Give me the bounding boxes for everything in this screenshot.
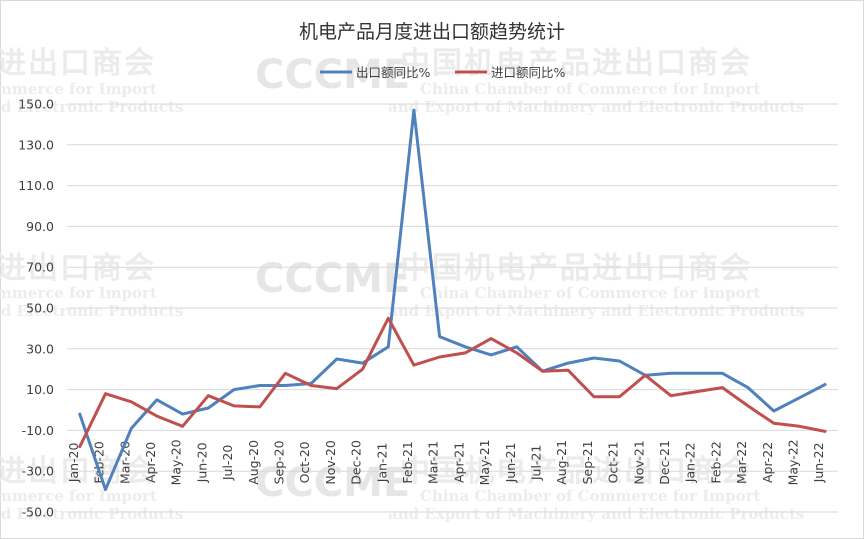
x-tick-label: Nov-21 [631,440,646,484]
x-tick-label: Sep-21 [580,440,595,484]
series-group [78,108,827,492]
y-tick-label: 110.0 [18,178,54,193]
y-tick-label: 130.0 [18,137,54,152]
legend: 出口额同比% 进口额同比% [320,65,566,80]
x-tick-label: Aug-20 [246,440,261,485]
x-tick-label: Oct-21 [606,441,621,483]
y-tick-label: 30.0 [26,341,54,356]
x-tick-label: Dec-21 [657,440,672,485]
y-tick-label: 70.0 [26,260,54,275]
chart-title: 机电产品月度进出口额趋势统计 [299,21,565,43]
x-tick-label: Jan-22 [683,443,698,484]
y-tick-label: -10.0 [22,423,54,438]
x-tick-label: Apr-22 [760,442,775,483]
x-tick-label: May-20 [169,439,184,485]
y-tick-label: 90.0 [26,219,54,234]
x-tick-label: Apr-21 [451,442,466,483]
y-tick-label: 50.0 [26,301,54,316]
legend-label: 出口额同比% [356,65,431,80]
x-tick-label: Feb-20 [92,441,107,484]
x-tick-label: May-21 [477,439,492,485]
x-tick-label: Mar-21 [426,441,441,484]
legend-label: 进口额同比% [491,65,566,80]
x-tick-label: Feb-21 [400,441,415,484]
y-axis: 150.0 130.0 110.0 90.0 70.0 50.0 30.0 10.0 -10.0… [18,97,54,520]
x-tick-label: Aug-21 [554,440,569,485]
x-tick-label: Mar-22 [734,441,749,484]
x-tick-label: Feb-22 [708,441,723,484]
y-tick-label: -30.0 [22,464,54,479]
x-tick-label: Jul-21 [528,445,543,482]
x-tick-label: Jan-21 [374,443,389,484]
x-tick-label: Jun-21 [503,442,518,483]
x-tick-label: Jan-20 [66,443,81,484]
x-tick-label: Jun-22 [811,442,826,483]
x-tick-label: Oct-20 [297,441,312,483]
series-line [78,108,827,492]
x-tick-label: Sep-20 [271,440,286,484]
x-axis: Jan-20 Feb-20 Mar-20 Apr-20 May-20 Jun-20 Jul-… [66,439,826,485]
y-tick-label: 150.0 [18,97,54,112]
x-tick-label: Jun-20 [194,442,209,483]
x-tick-label: Jul-20 [220,445,235,482]
y-tick-label: 10.0 [26,382,54,397]
x-tick-label: Dec-20 [349,440,364,485]
series-line [78,316,827,449]
x-tick-label: Apr-20 [143,442,158,483]
x-tick-label: Nov-20 [323,440,338,485]
x-tick-label: May-22 [785,439,800,485]
y-tick-label: -50.0 [22,505,54,520]
